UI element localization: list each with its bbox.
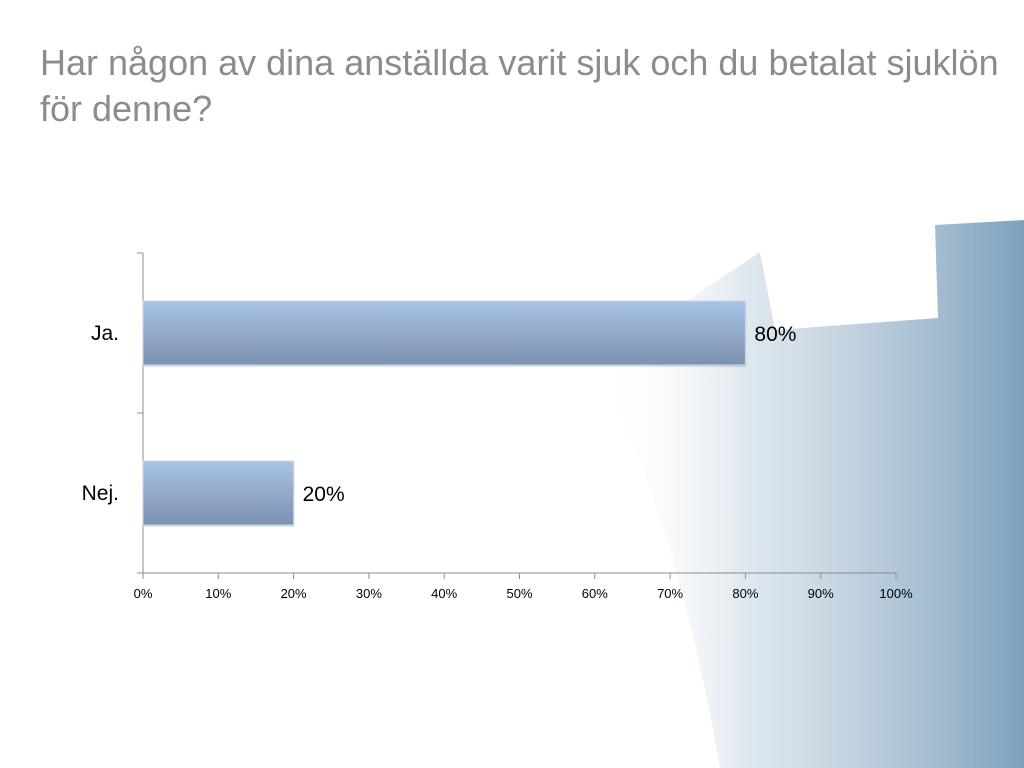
x-tick-label: 10%: [205, 586, 231, 601]
x-tick-label: 50%: [506, 586, 532, 601]
bar-ja: [142, 300, 746, 366]
x-tick-label: 60%: [582, 586, 608, 601]
x-tick-label: 80%: [732, 586, 758, 601]
bars: Ja. 80% Nej. 20%: [82, 300, 796, 527]
data-label: 80%: [754, 323, 796, 346]
category-label: Nej.: [82, 482, 119, 505]
x-tick-label: 20%: [281, 586, 307, 601]
bar-nej: [142, 460, 295, 526]
x-axis-ticks: 0% 10% 20% 30% 40% 50% 60% 70% 80% 90% 100%: [134, 573, 913, 601]
y-axis-ticks: [137, 252, 143, 574]
x-tick-label: 0%: [134, 586, 153, 601]
x-tick-label: 40%: [431, 586, 457, 601]
slide-title: Har någon av dina anställda varit sjuk o…: [40, 42, 999, 129]
plot-area: Ja. 80% Nej. 20% 0% 10% 20% 30% 40% 50% 60% 70% 80%…: [82, 252, 913, 601]
x-tick-label: 90%: [808, 586, 834, 601]
data-label: 20%: [303, 483, 345, 506]
category-label: Ja.: [91, 322, 119, 345]
x-tick-label: 30%: [356, 586, 382, 601]
x-tick-label: 70%: [657, 586, 683, 601]
x-tick-label: 100%: [879, 586, 913, 601]
